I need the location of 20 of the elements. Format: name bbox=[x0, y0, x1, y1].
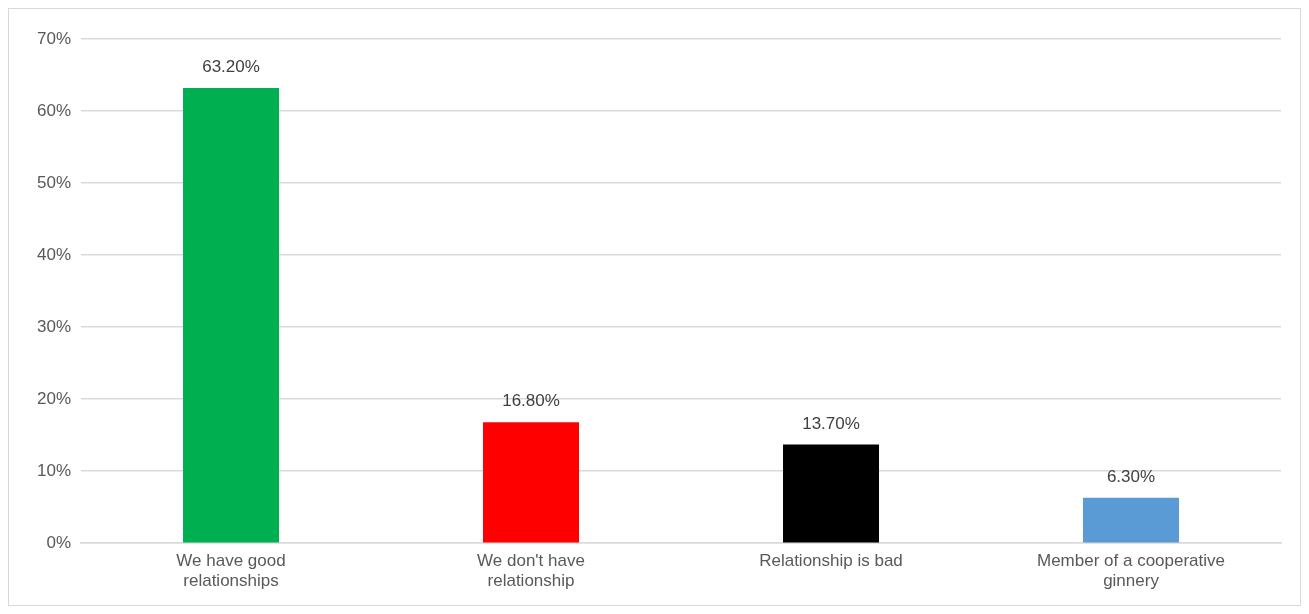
data-label: 63.20% bbox=[202, 57, 260, 77]
y-tick-label: 40% bbox=[36, 244, 72, 264]
y-tick-label: 60% bbox=[36, 100, 72, 120]
y-tick-label: 70% bbox=[36, 28, 72, 48]
bar bbox=[783, 444, 880, 543]
y-tick-label: 20% bbox=[36, 388, 72, 408]
bar bbox=[1083, 497, 1179, 543]
y-tick-label: 30% bbox=[36, 316, 72, 336]
data-label: 6.30% bbox=[1106, 467, 1156, 487]
y-tick-label: 10% bbox=[36, 460, 72, 480]
y-tick-label: 0% bbox=[46, 532, 72, 552]
x-tick-label: Member of a cooperative ginnery bbox=[1036, 551, 1226, 591]
x-tick-label: We have good relationships bbox=[176, 551, 286, 591]
data-label: 16.80% bbox=[502, 391, 560, 411]
data-label: 13.70% bbox=[802, 413, 860, 433]
bar bbox=[483, 422, 580, 543]
x-tick-label: Relationship is bad bbox=[759, 551, 903, 571]
x-tick-label: We don't have relationship bbox=[477, 551, 585, 591]
bar bbox=[183, 87, 280, 543]
y-tick-label: 50% bbox=[36, 172, 72, 192]
